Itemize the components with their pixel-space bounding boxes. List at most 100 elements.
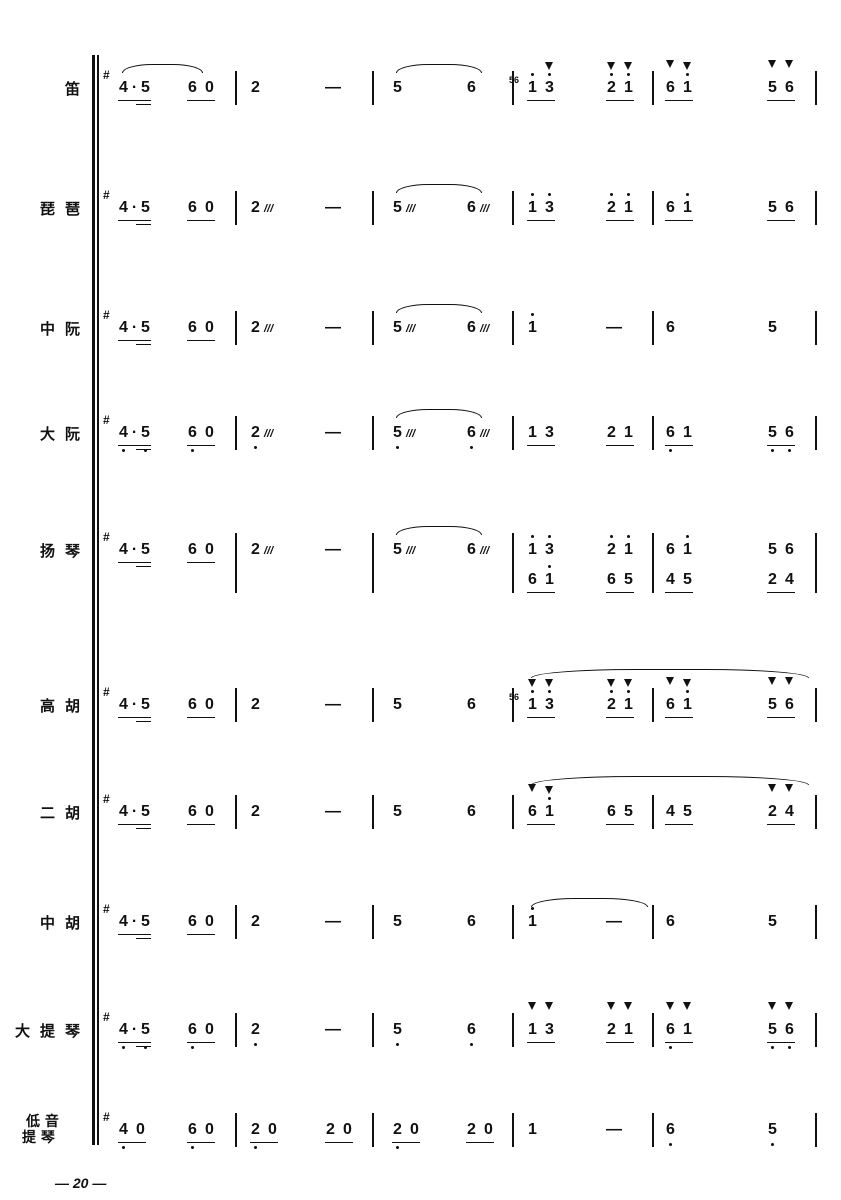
note: 5 bbox=[768, 319, 777, 336]
beam-underline bbox=[136, 1045, 151, 1047]
note-group: 5 bbox=[767, 912, 778, 932]
barline bbox=[512, 795, 514, 829]
note: 5 bbox=[768, 541, 777, 558]
staccato-wedge-icon bbox=[683, 679, 691, 687]
note-group: 2 bbox=[250, 1020, 261, 1046]
staccato-wedge-icon bbox=[768, 784, 776, 792]
staccato-wedge-icon bbox=[785, 1002, 793, 1010]
instrument-label: 笛 bbox=[64, 80, 90, 98]
note: 4 bbox=[119, 696, 128, 713]
note-group: 5 6 bbox=[767, 198, 795, 221]
note-group: 2 1 bbox=[606, 193, 634, 221]
beam-underline bbox=[118, 339, 151, 341]
slur-arc bbox=[531, 776, 809, 785]
note: 5 bbox=[140, 1020, 151, 1049]
note-group: 2 4 bbox=[767, 570, 795, 593]
beam-underline bbox=[118, 1041, 151, 1043]
note-group: 6 bbox=[466, 912, 477, 932]
beam-underline bbox=[136, 565, 151, 567]
barline bbox=[815, 905, 817, 939]
note: 6 bbox=[467, 913, 476, 930]
barline bbox=[652, 688, 654, 722]
note: 3 bbox=[544, 62, 555, 98]
note: 2 bbox=[251, 199, 260, 216]
note-group: 2 /// bbox=[250, 198, 273, 218]
barline bbox=[815, 688, 817, 722]
note-group: 2 0 bbox=[392, 1120, 420, 1149]
note-group: 2 1 bbox=[606, 423, 634, 446]
note: 4 bbox=[118, 1120, 129, 1149]
note: 1 bbox=[623, 62, 634, 98]
instrument-label: 高胡 bbox=[39, 697, 90, 715]
note-group: 2 1 bbox=[606, 535, 634, 560]
low-octave-dot bbox=[191, 449, 194, 452]
high-octave-dot bbox=[686, 690, 689, 693]
beam-underline bbox=[767, 716, 795, 718]
note: 6 bbox=[188, 79, 197, 96]
low-octave-dot bbox=[771, 449, 774, 452]
beam-underline bbox=[665, 99, 693, 101]
note-group: 5 /// bbox=[392, 318, 415, 338]
note: 5 bbox=[141, 319, 150, 336]
note-group: 1 3 bbox=[527, 1002, 555, 1043]
high-octave-dot bbox=[531, 535, 534, 538]
note: 5 bbox=[767, 677, 778, 715]
note-group: 6 bbox=[466, 695, 477, 715]
high-octave-dot bbox=[548, 797, 551, 800]
staccato-wedge-icon bbox=[666, 60, 674, 68]
note: 6 bbox=[467, 696, 476, 713]
instrument-label: 琵琶 bbox=[39, 200, 90, 218]
note: 1 bbox=[527, 73, 538, 98]
note: · bbox=[131, 913, 138, 930]
key-sharp: # bbox=[103, 685, 110, 699]
note-group: 6 5 bbox=[606, 570, 634, 593]
note: 2 bbox=[251, 79, 260, 96]
note: 5 bbox=[767, 423, 778, 452]
barline bbox=[512, 71, 514, 105]
note: 0 bbox=[205, 803, 214, 820]
barline bbox=[512, 533, 514, 593]
note: 4 bbox=[119, 541, 128, 558]
note: 0 bbox=[268, 1121, 277, 1138]
note: — bbox=[606, 913, 622, 930]
low-octave-dot bbox=[771, 1046, 774, 1049]
note-group: 4 · 5 bbox=[118, 423, 151, 452]
high-octave-dot bbox=[531, 193, 534, 196]
barline bbox=[372, 71, 374, 105]
beam-underline bbox=[767, 99, 795, 101]
instrument-label-line: 低 音 bbox=[26, 1114, 59, 1130]
note-group: 2 /// bbox=[250, 318, 273, 338]
note-group: — bbox=[606, 912, 622, 932]
slur-arc bbox=[396, 409, 482, 418]
note: 1 bbox=[527, 313, 538, 338]
beam-underline bbox=[187, 716, 215, 718]
beam-underline bbox=[325, 1141, 353, 1143]
note: 4 bbox=[118, 1020, 129, 1049]
note: 5 bbox=[768, 913, 777, 930]
beam-underline bbox=[767, 823, 795, 825]
tremolo-mark: /// bbox=[480, 428, 490, 440]
beam-underline bbox=[136, 448, 151, 450]
staccato-wedge-icon bbox=[768, 1002, 776, 1010]
note: 0 bbox=[205, 424, 214, 441]
barline bbox=[815, 191, 817, 225]
note: 3 bbox=[544, 1002, 555, 1040]
note-group: 2 0 bbox=[466, 1120, 494, 1143]
note: 1 bbox=[527, 907, 538, 932]
low-octave-dot bbox=[669, 449, 672, 452]
note: 3 bbox=[544, 193, 555, 218]
note: 0 bbox=[136, 1121, 145, 1138]
key-sharp: # bbox=[103, 68, 110, 82]
note: 2 bbox=[251, 541, 260, 558]
beam-underline bbox=[665, 591, 693, 593]
note: 5 bbox=[393, 319, 402, 336]
barline bbox=[372, 416, 374, 450]
note: · bbox=[131, 803, 138, 820]
barline bbox=[652, 1113, 654, 1147]
note-group: — bbox=[325, 802, 341, 822]
low-octave-dot bbox=[144, 1046, 147, 1049]
beam-underline bbox=[767, 219, 795, 221]
barline bbox=[512, 191, 514, 225]
note-group: 6 bbox=[665, 1120, 676, 1146]
barline bbox=[235, 191, 237, 225]
